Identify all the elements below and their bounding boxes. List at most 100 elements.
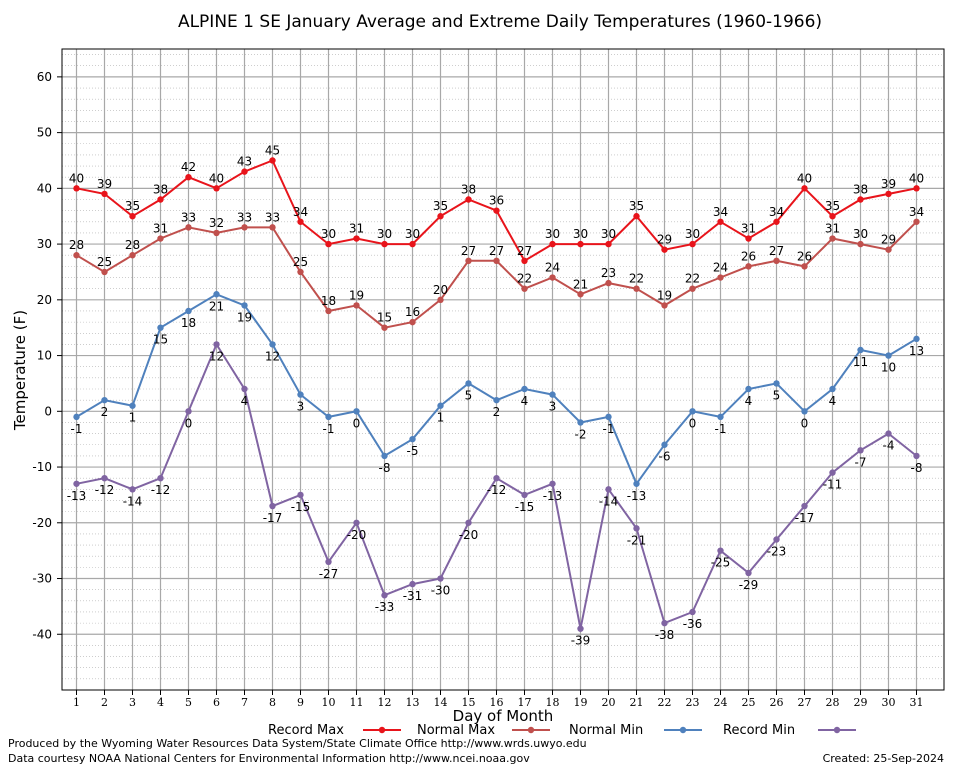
- data-label-normal-max: 28: [125, 238, 140, 252]
- data-point-record-max: [437, 213, 444, 220]
- data-point-normal-max: [437, 296, 444, 304]
- data-point-record-min: [73, 480, 80, 487]
- data-point-normal-min: [73, 413, 80, 421]
- y-tick-label: 60: [37, 70, 52, 84]
- data-point-normal-max: [129, 252, 136, 259]
- data-label-record-min: -13: [543, 489, 563, 503]
- data-point-normal-min: [745, 385, 752, 393]
- legend: Record Max Normal Max Normal Min Record Min: [268, 723, 856, 738]
- data-point-normal-min: [297, 391, 304, 398]
- data-label-record-max: 38: [153, 182, 168, 196]
- data-label-normal-max: 21: [573, 277, 588, 291]
- data-point-record-min: [241, 385, 248, 393]
- data-label-normal-min: 4: [521, 394, 529, 408]
- data-label-record-min: -15: [515, 500, 535, 514]
- data-label-record-max: 43: [237, 155, 252, 169]
- data-label-record-max: 30: [377, 227, 392, 241]
- data-point-record-min: [689, 608, 696, 616]
- data-label-record-min: -20: [459, 528, 479, 542]
- legend-marker: [527, 726, 535, 734]
- data-point-record-min: [773, 536, 780, 543]
- data-label-normal-min: 0: [801, 416, 809, 430]
- data-point-record-max: [353, 235, 360, 242]
- data-label-record-min: -23: [767, 545, 787, 559]
- data-label-normal-max: 25: [293, 255, 308, 269]
- data-point-record-min: [661, 619, 668, 627]
- data-label-normal-max: 31: [153, 222, 168, 236]
- data-label-normal-max: 27: [461, 244, 476, 258]
- data-label-normal-min: 10: [881, 361, 896, 375]
- data-point-normal-min: [605, 413, 612, 421]
- y-tick-label: 0: [44, 404, 52, 418]
- data-label-normal-max: 32: [209, 216, 224, 230]
- data-label-normal-min: -1: [323, 422, 335, 436]
- data-label-normal-max: 27: [769, 244, 784, 258]
- x-tick-label: 13: [406, 696, 420, 709]
- data-label-record-min: -8: [911, 461, 923, 475]
- data-point-normal-min: [717, 413, 724, 421]
- data-label-normal-min: 19: [237, 310, 252, 324]
- grid: [62, 49, 944, 690]
- created-date: Created: 25-Sep-2024: [822, 752, 944, 765]
- data-point-normal-min: [353, 408, 360, 415]
- data-point-normal-min: [801, 408, 808, 415]
- x-axis-label: Day of Month: [453, 707, 554, 725]
- data-point-record-max: [297, 218, 304, 225]
- data-label-normal-min: -1: [603, 422, 615, 436]
- data-label-normal-min: 13: [909, 344, 924, 358]
- data-point-record-min: [857, 447, 864, 454]
- data-label-normal-max: 25: [97, 255, 112, 269]
- data-label-normal-min: -13: [627, 489, 647, 503]
- data-label-normal-min: -1: [715, 422, 727, 436]
- data-point-record-max: [745, 235, 752, 242]
- data-point-record-min: [801, 502, 808, 510]
- data-label-normal-min: 15: [153, 333, 168, 347]
- data-label-record-min: -14: [599, 494, 619, 508]
- data-point-record-max: [493, 207, 500, 214]
- data-label-record-min: -4: [883, 439, 895, 453]
- data-label-record-min: -11: [823, 478, 843, 492]
- x-tick-label: 1: [73, 696, 80, 709]
- x-tick-label: 14: [434, 696, 448, 709]
- data-point-normal-min: [549, 391, 556, 398]
- data-point-normal-max: [353, 302, 360, 309]
- data-label-record-min: -17: [263, 511, 283, 525]
- data-label-normal-max: 15: [377, 311, 392, 325]
- data-point-record-min: [913, 452, 920, 460]
- data-label-normal-max: 28: [69, 238, 84, 252]
- x-tick-label: 10: [322, 696, 336, 709]
- data-point-record-min: [829, 469, 836, 476]
- x-tick-label: 31: [910, 696, 924, 709]
- x-tick-label: 11: [350, 696, 364, 709]
- x-tick-label: 30: [882, 696, 896, 709]
- data-point-record-min: [157, 474, 164, 482]
- legend-marker: [833, 726, 841, 734]
- data-label-record-min: -38: [655, 628, 675, 642]
- data-label-normal-min: 4: [829, 394, 837, 408]
- data-label-record-max: 34: [713, 205, 728, 219]
- data-label-normal-min: -1: [71, 422, 83, 436]
- data-label-normal-min: -6: [659, 450, 671, 464]
- x-tick-label: 7: [241, 696, 248, 709]
- data-point-record-min: [493, 474, 500, 482]
- y-tick-label: 20: [37, 293, 52, 307]
- data-point-record-max: [801, 185, 808, 192]
- data-point-record-max: [521, 257, 528, 265]
- data-label-normal-min: 1: [437, 411, 445, 425]
- data-label-record-min: -29: [739, 578, 759, 592]
- data-point-record-min: [745, 569, 752, 577]
- data-point-normal-max: [857, 240, 864, 248]
- x-tick-label: 15: [462, 696, 476, 709]
- data-point-record-max: [381, 240, 388, 248]
- data-label-record-min: -12: [151, 483, 171, 497]
- legend-label: Normal Max: [417, 723, 495, 738]
- data-point-normal-min: [241, 302, 248, 309]
- data-point-record-min: [605, 486, 612, 493]
- data-label-record-max: 40: [909, 171, 924, 185]
- data-label-record-max: 38: [461, 182, 476, 196]
- data-label-normal-max: 19: [349, 288, 364, 302]
- data-point-normal-min: [129, 402, 136, 409]
- data-point-normal-max: [605, 279, 612, 287]
- data-point-normal-min: [661, 441, 668, 448]
